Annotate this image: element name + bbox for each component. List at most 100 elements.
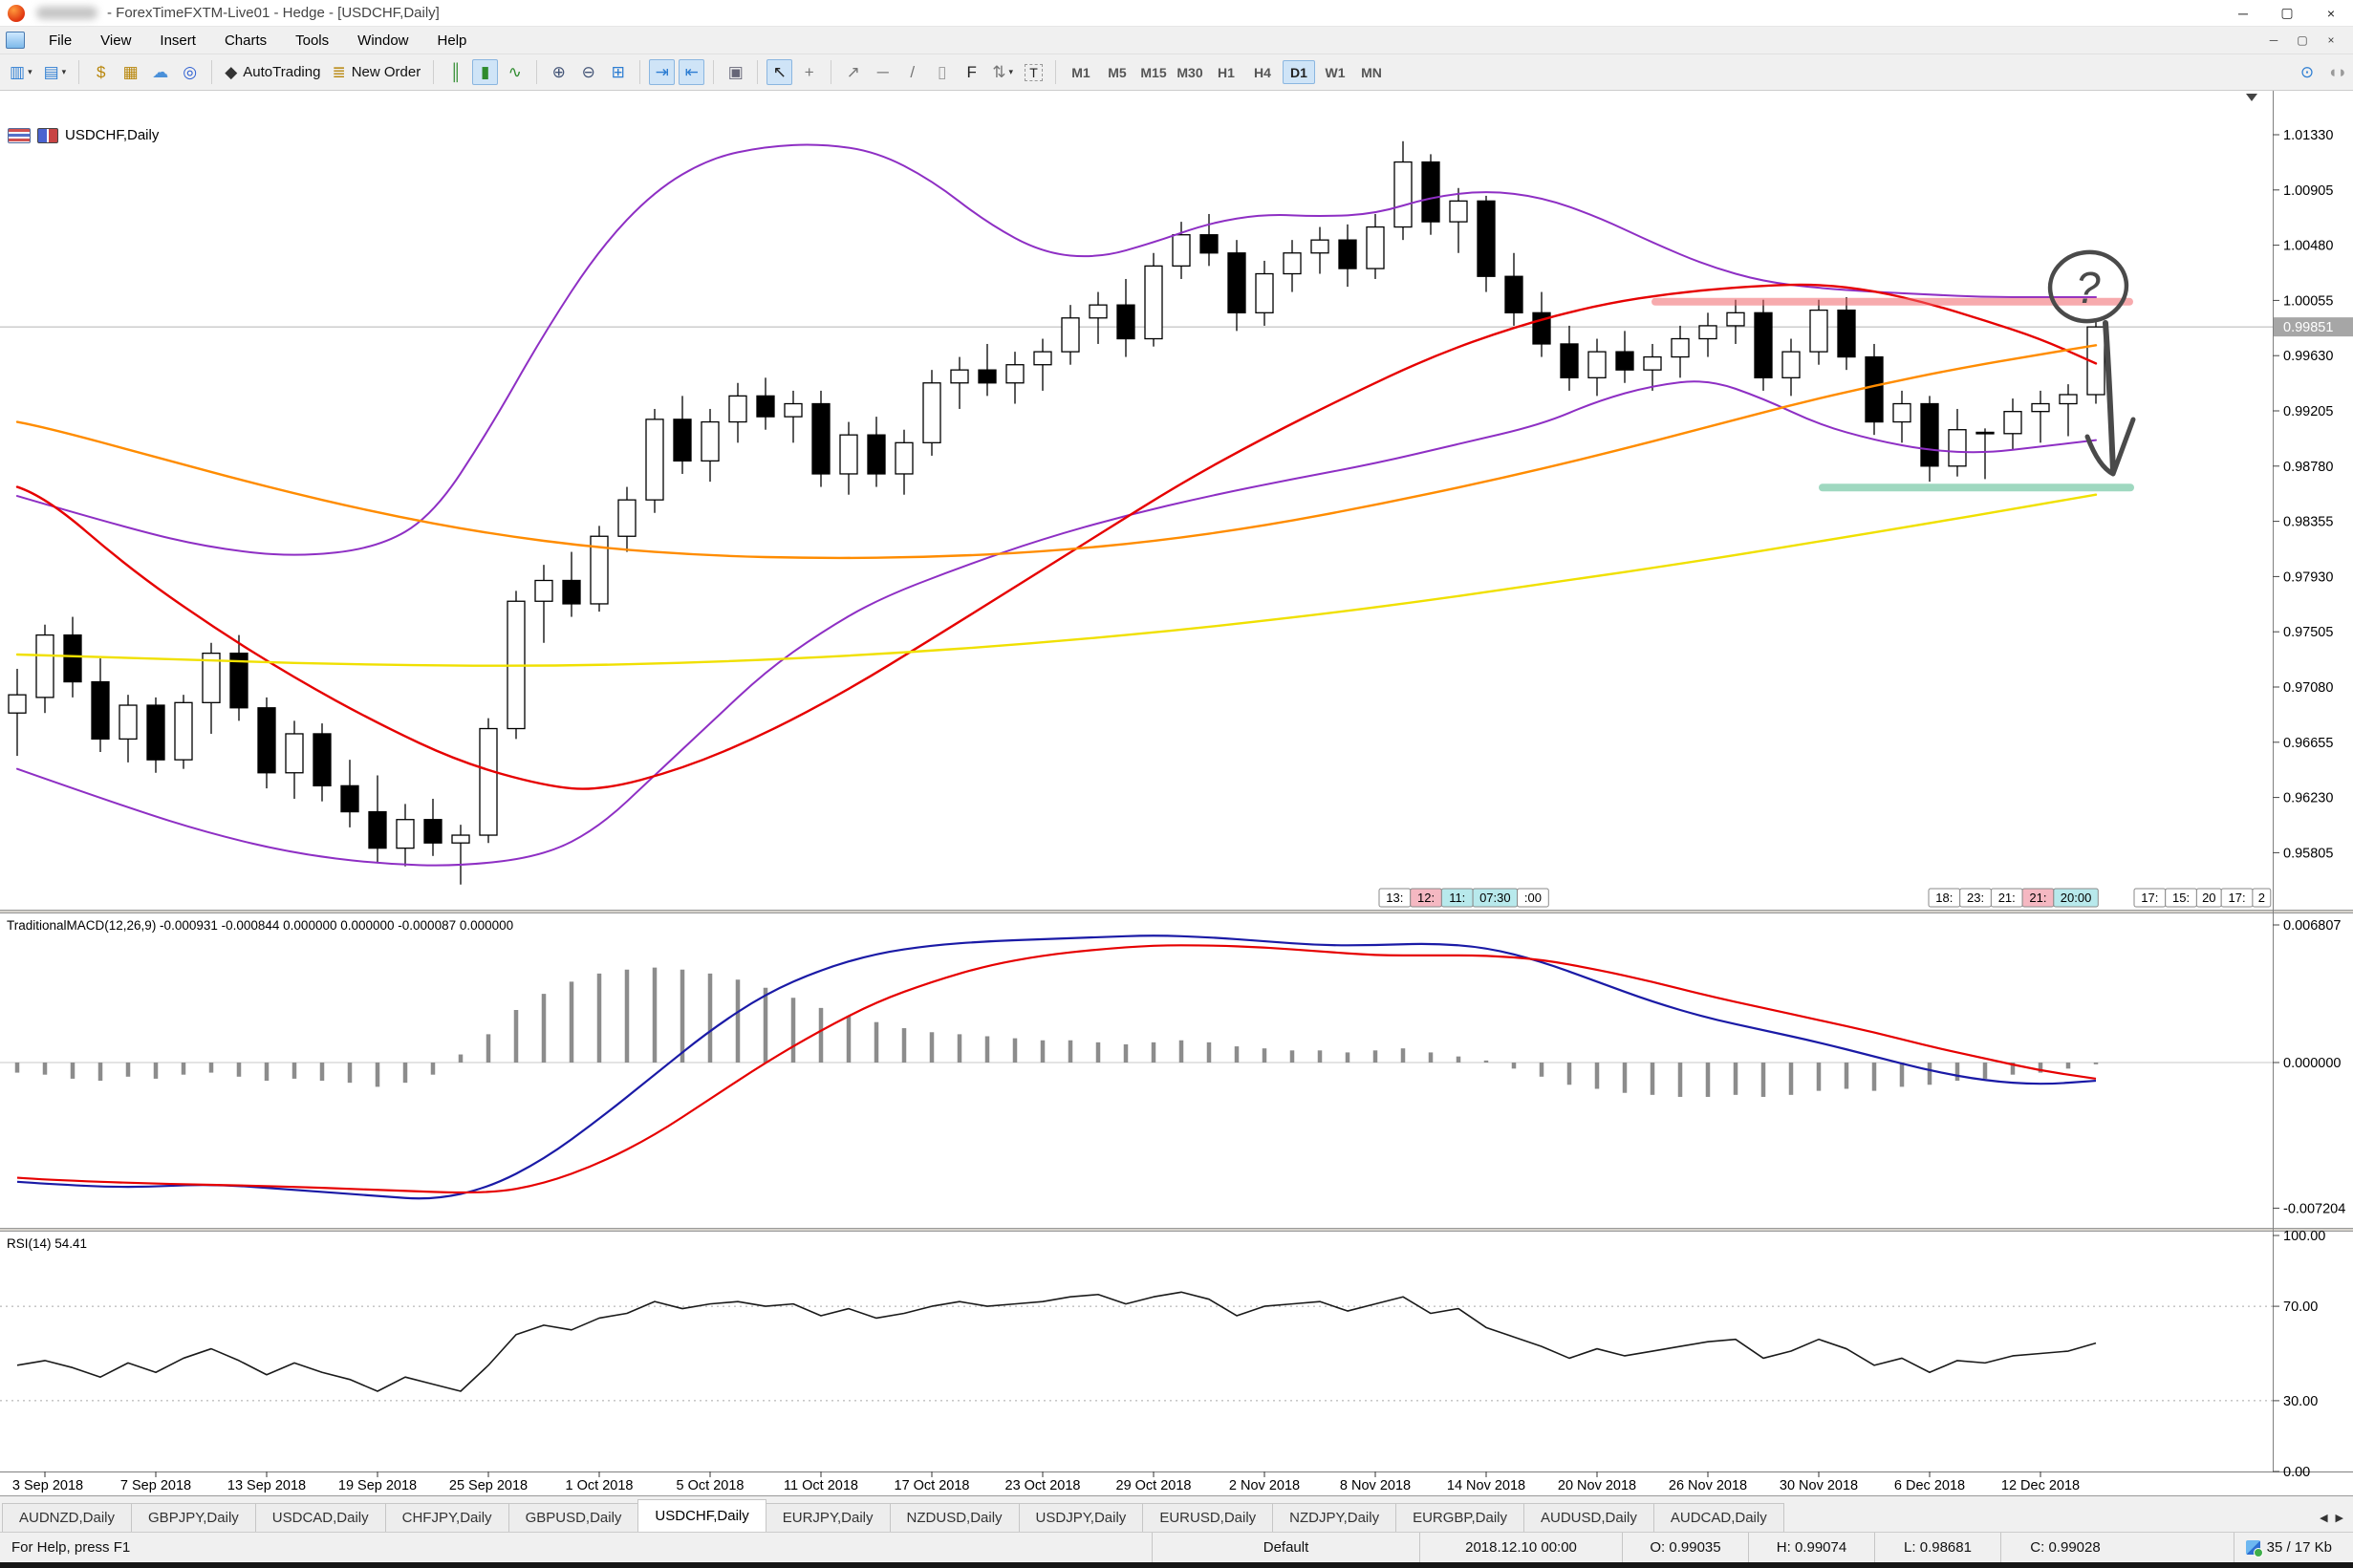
tab-eurgbp-daily[interactable]: EURGBP,Daily (1395, 1503, 1525, 1532)
depth-of-market-icon[interactable] (37, 127, 58, 143)
toolbar-separator (757, 60, 759, 84)
rsi-pane[interactable] (0, 1232, 2273, 1471)
close-button[interactable]: × (2326, 5, 2336, 21)
chart-region[interactable]: ? 13: 12: 11: 07:30:00 18: 23: 21: 21: 20:00 17: 15… (0, 91, 2353, 1495)
down-arrow-head[interactable] (2084, 417, 2136, 477)
navigator-button[interactable]: ☁ (147, 59, 173, 85)
search-button[interactable]: ⊙ (2294, 59, 2320, 85)
toolbar-separator (1055, 60, 1056, 84)
rsi-axis-label: 100.00 (2283, 1229, 2325, 1244)
terminal-button[interactable]: ◎ (177, 59, 203, 85)
horizontal-line-tool-button[interactable]: ─ (870, 59, 896, 85)
arrow-tool-button[interactable]: ↗ (840, 59, 866, 85)
menu-view[interactable]: View (100, 32, 132, 49)
menu-charts[interactable]: Charts (224, 32, 268, 49)
pane-separator[interactable] (0, 910, 2353, 913)
shapes-tool-icon: ⇅ (992, 62, 1006, 81)
crosshair-button[interactable]: + (796, 59, 822, 85)
timeframe-mn-button[interactable]: MN (1361, 64, 1382, 80)
bull-candle-body (1809, 309, 1828, 353)
new-chart-button[interactable]: ▥ ▾ (6, 59, 36, 85)
tab-eurusd-daily[interactable]: EURUSD,Daily (1142, 1503, 1274, 1532)
chat-button[interactable]: ◖◗ (2323, 59, 2351, 85)
new-chart-dropdown-icon[interactable]: ▾ (28, 67, 32, 76)
question-mark-annotation[interactable]: ? (2076, 263, 2101, 312)
autotrading-button[interactable]: ◆ AutoTrading (221, 59, 324, 85)
time-label-box[interactable] (2053, 888, 2099, 908)
timeframe-d1-button[interactable]: D1 (1283, 60, 1315, 84)
tab-nzdjpy-daily[interactable]: NZDJPY,Daily (1272, 1503, 1397, 1532)
minimize-button[interactable]: ─ (2238, 5, 2248, 21)
chart-shift-button[interactable]: ⇤ (679, 59, 705, 85)
timeframe-m15-button[interactable]: M15 (1140, 64, 1167, 80)
tab-audusd-daily[interactable]: AUDUSD,Daily (1523, 1503, 1654, 1532)
tab-nzdusd-daily[interactable]: NZDUSD,Daily (889, 1503, 1020, 1532)
bear-candle-body (1227, 252, 1246, 313)
timeframe-w1-button[interactable]: W1 (1325, 64, 1346, 80)
rsi-axis-label: 0.00 (2283, 1465, 2310, 1480)
profiles-button[interactable]: ▤ ▾ (40, 59, 71, 85)
fibonacci-tool-button[interactable]: F (959, 59, 984, 85)
profiles-dropdown-icon[interactable]: ▾ (61, 67, 67, 76)
mdi-close-button[interactable]: × (2327, 33, 2335, 47)
tab-audnzd-daily[interactable]: AUDNZD,Daily (2, 1503, 133, 1532)
new-order-button[interactable]: ≣ New Order (328, 59, 424, 85)
mdi-minimize-button[interactable]: ─ (2269, 33, 2278, 47)
trendline-tool-button[interactable]: / (899, 59, 925, 85)
scroll-marker-icon[interactable] (2246, 94, 2257, 101)
tab-eurjpy-daily[interactable]: EURJPY,Daily (765, 1503, 891, 1532)
shapes-tool-button[interactable]: ⇅ ▾ (988, 59, 1017, 85)
timeframe-m30-button[interactable]: M30 (1176, 64, 1203, 80)
timeframe-m1-button[interactable]: M1 (1071, 64, 1090, 80)
prev-tab-button[interactable]: ◀ (2320, 1513, 2328, 1524)
main-chart-pane[interactable] (0, 91, 2273, 910)
tab-usdcad-daily[interactable]: USDCAD,Daily (254, 1503, 386, 1532)
mdi-restore-button[interactable]: ▢ (2297, 33, 2308, 47)
tab-audcad-daily[interactable]: AUDCAD,Daily (1652, 1503, 1784, 1532)
bar-chart-button[interactable]: ║ (443, 59, 468, 85)
menu-window[interactable]: Window (357, 32, 409, 49)
tab-usdchf-daily[interactable]: USDCHF,Daily (637, 1499, 766, 1532)
menu-tools[interactable]: Tools (295, 32, 330, 49)
tab-gbpusd-daily[interactable]: GBPUSD,Daily (507, 1503, 639, 1532)
bear-candle-body (978, 369, 997, 384)
save-chart-button[interactable]: ▣ (723, 59, 748, 85)
tab-chfjpy-daily[interactable]: CHFJPY,Daily (384, 1503, 509, 1532)
menu-file[interactable]: File (49, 32, 73, 49)
timeframe-m5-button[interactable]: M5 (1108, 64, 1127, 80)
time-label-box[interactable] (1517, 888, 1549, 908)
shapes-tool-dropdown-icon[interactable]: ▾ (1008, 67, 1013, 76)
resistance-highlight[interactable] (1651, 297, 2133, 306)
pane-separator[interactable] (0, 1228, 2353, 1232)
one-click-trading-icon[interactable] (8, 127, 31, 143)
date-axis[interactable] (0, 1471, 2353, 1495)
tile-windows-button[interactable]: ⊞ (605, 59, 631, 85)
timeframe-h4-button[interactable]: H4 (1254, 64, 1271, 80)
cursor-button[interactable]: ↖ (766, 59, 793, 85)
menu-insert[interactable]: Insert (160, 32, 196, 49)
annotations-layer[interactable]: ? 13: 12: 11: 07:30:00 18: 23: 21: 21: 20:00 17: 15… (1378, 247, 2272, 908)
restore-button[interactable]: ▢ (2280, 5, 2294, 20)
candlestick-chart-button[interactable]: ▮ (472, 59, 499, 85)
support-highlight[interactable] (1819, 483, 2134, 492)
next-tab-button[interactable]: ▶ (2335, 1513, 2343, 1524)
menu-help[interactable]: Help (437, 32, 467, 49)
bull-candle-body (8, 694, 27, 714)
data-window-button[interactable]: ▦ (118, 59, 143, 85)
text-tool-button[interactable]: T (1021, 59, 1047, 85)
tab-usdjpy-daily[interactable]: USDJPY,Daily (1018, 1503, 1144, 1532)
tab-gbpjpy-daily[interactable]: GBPJPY,Daily (131, 1503, 256, 1532)
question-circle[interactable] (2045, 247, 2130, 326)
zoom-in-button[interactable]: ⊕ (546, 59, 572, 85)
zoom-out-button[interactable]: ⊖ (575, 59, 601, 85)
line-chart-button[interactable]: ∿ (502, 59, 528, 85)
chart-canvas[interactable]: ? 13: 12: 11: 07:30:00 18: 23: 21: 21: 20:00 17: 15… (0, 91, 2353, 1495)
status-profile[interactable]: Default (1152, 1533, 1419, 1562)
channel-tool-button[interactable]: ▯ (929, 59, 955, 85)
timeframe-h1-button[interactable]: H1 (1218, 64, 1235, 80)
time-label-box[interactable] (2252, 888, 2272, 908)
down-arrow-annotation[interactable] (2103, 320, 2116, 474)
market-watch-button[interactable]: $ (88, 59, 114, 85)
bull-candle-body (1892, 402, 1911, 423)
auto-scroll-button[interactable]: ⇥ (649, 59, 676, 85)
